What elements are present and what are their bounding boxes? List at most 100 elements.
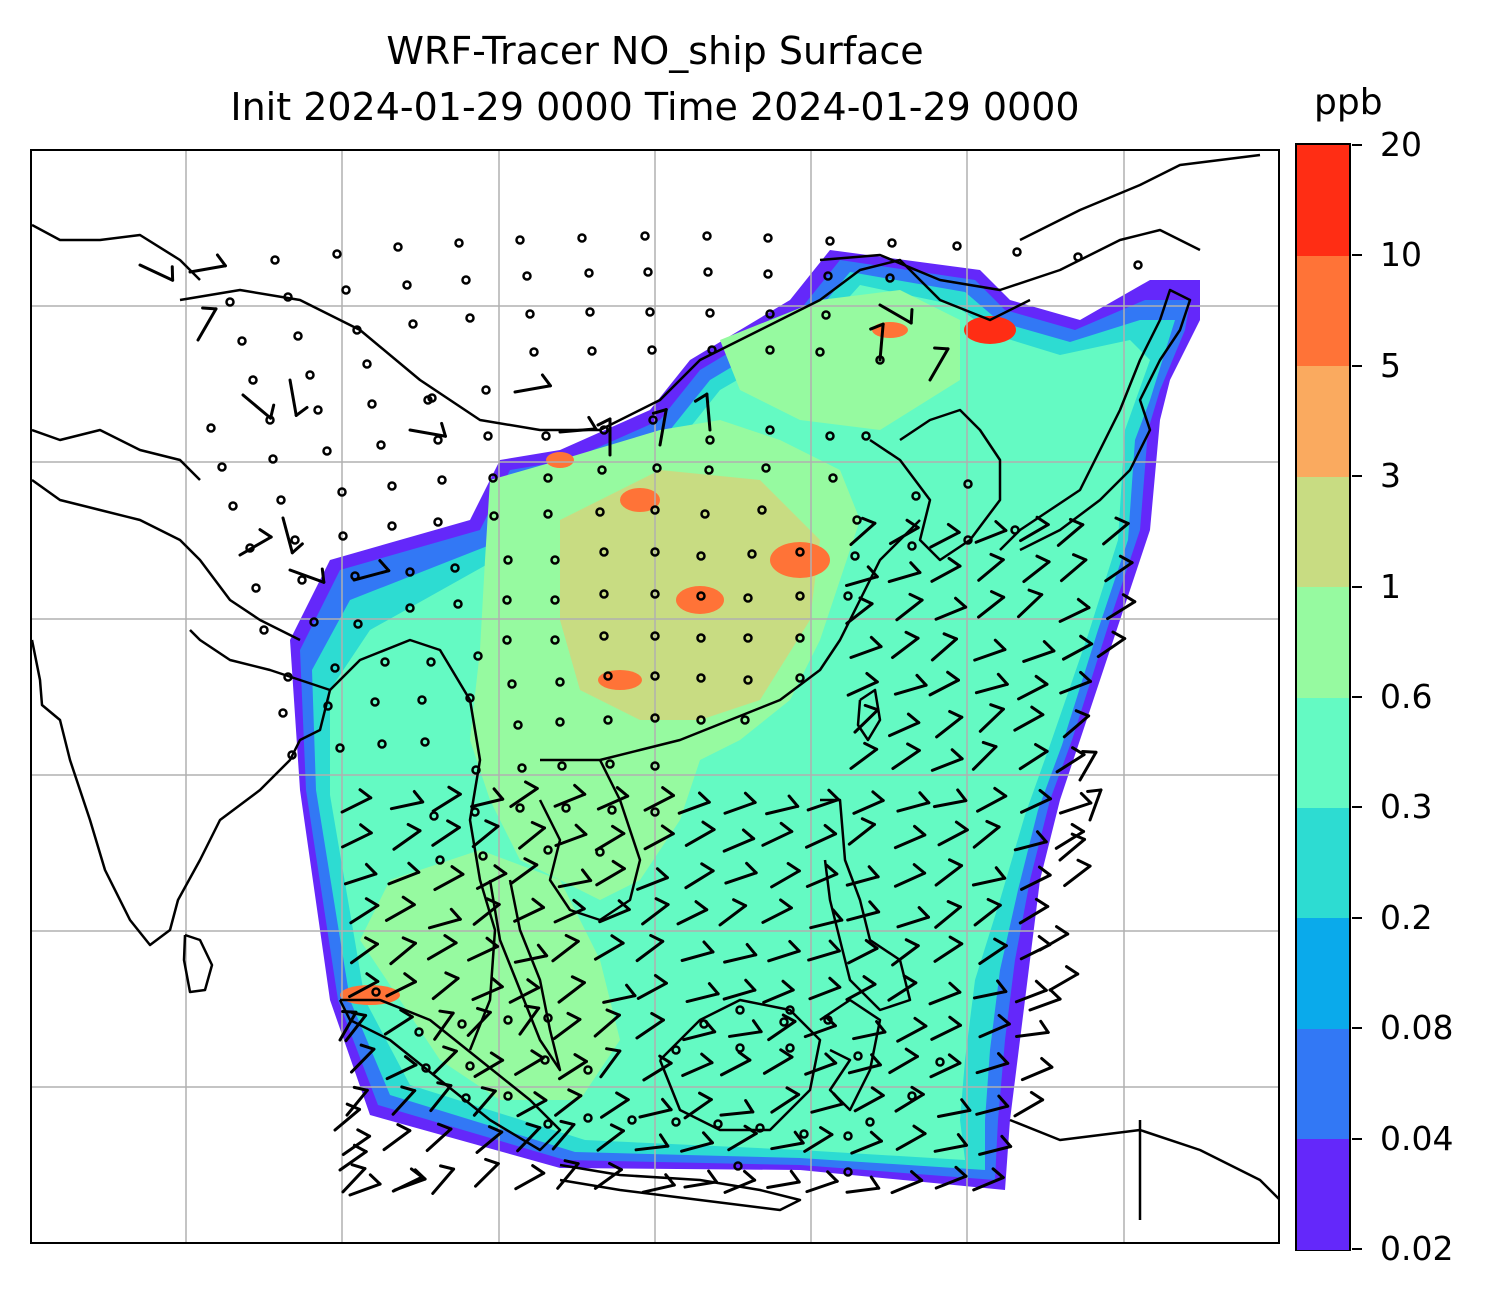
wind-calm-circle (543, 509, 553, 519)
wind-barb-flag (1037, 865, 1052, 877)
wind-barb-staff (878, 322, 885, 362)
wind-barb (972, 819, 1001, 849)
wind-barb-flag (1070, 832, 1087, 841)
wind-barb-staff (635, 939, 665, 963)
colorbar-tick-label: 0.2 (1380, 897, 1433, 937)
wind-barb (896, 791, 931, 813)
wind-barb-flag (368, 1173, 382, 1186)
wind-calm-circle (297, 575, 307, 585)
wind-barb (425, 1122, 453, 1152)
wind-barb-flag (649, 933, 665, 943)
wind-calm-circle (785, 1043, 795, 1053)
wind-calm-circle (650, 713, 660, 723)
wind-barb (852, 1020, 887, 1041)
colorbar-tick-label: 0.04 (1380, 1118, 1454, 1158)
wind-calm-circle (650, 631, 660, 641)
wind-barb (557, 868, 593, 889)
wind-barb-staff (1102, 521, 1130, 546)
wind-barb-flag (399, 1008, 414, 1019)
wind-barb-staff (976, 794, 1008, 813)
wind-calm-circle (248, 375, 258, 385)
field-hotspot (964, 316, 1016, 344)
wind-barb-flag (866, 565, 879, 579)
wind-barb-flag (698, 1091, 713, 1102)
wind-calm-circle (671, 1117, 681, 1127)
wind-barb (1096, 630, 1127, 659)
coastline (999, 288, 1192, 552)
wind-barb-flag (661, 786, 675, 798)
wind-calm-circle (825, 431, 835, 441)
wind-barb-staff (349, 904, 380, 925)
wind-barb (553, 783, 587, 808)
colorbar-tick (1352, 916, 1362, 919)
wind-calm-circle (470, 807, 480, 817)
wind-barb-staff (345, 1088, 369, 1117)
wind-calm-circle (465, 1061, 475, 1071)
wind-barb-staff (348, 1182, 382, 1197)
wind-barb-staff (1104, 561, 1134, 583)
wind-barb-flag (403, 1055, 418, 1067)
wind-barb-flag (1038, 788, 1053, 801)
wind-barb-flag (869, 1130, 883, 1143)
wind-barb (516, 1091, 548, 1118)
wind-barb-staff (937, 828, 969, 847)
wind-barb-staff (281, 516, 294, 555)
wind-barb (727, 1124, 758, 1152)
wind-barb-staff (767, 1019, 797, 1042)
wind-barb (973, 638, 1007, 662)
wind-calm-circle (433, 435, 443, 445)
wind-barb-flag (359, 823, 373, 835)
wind-barb (431, 971, 460, 1001)
wind-barb (808, 976, 842, 1001)
wind-barb-flag (732, 898, 748, 908)
wind-barb-flag (904, 630, 920, 640)
wind-barb-flag (779, 1048, 794, 1059)
wind-barb-flag (869, 322, 885, 331)
wind-barb-flag (290, 542, 304, 555)
wind-calm-circle (561, 803, 571, 813)
wind-barb-staff (934, 605, 968, 621)
wind-barb (804, 1052, 838, 1076)
wind-barb-flag (661, 1097, 673, 1112)
wind-barb-flag (858, 596, 874, 606)
coastline (179, 258, 1031, 432)
wind-barb (685, 982, 720, 1004)
wind-barb-staff (978, 1145, 1013, 1156)
wind-barb-staff (472, 902, 501, 926)
wind-barb (770, 861, 801, 889)
wind-barb-flag (1121, 593, 1137, 604)
wind-barb-flag (1076, 858, 1092, 868)
wind-calm-circle (645, 307, 655, 317)
wind-barb-staff (1106, 600, 1137, 621)
coastline (1019, 153, 1261, 242)
wind-barb-staff (727, 1131, 758, 1152)
wind-calm-circle (583, 1113, 593, 1123)
wind-calm-circle (815, 347, 825, 357)
wind-calm-circle (450, 563, 460, 573)
wind-barb (188, 253, 227, 274)
wind-barb (509, 780, 539, 809)
graticule (32, 151, 1278, 1242)
wind-barb-staff (978, 707, 1005, 733)
wind-barb-flag (704, 1020, 717, 1034)
wind-barb (809, 908, 844, 930)
wind-barb-flag (954, 596, 968, 609)
wind-barb-staff (509, 863, 539, 886)
wind-barb-flag (913, 824, 927, 837)
wind-barb-staff (1054, 830, 1086, 850)
wind-barb (847, 817, 876, 846)
wind-barb (766, 1169, 801, 1189)
colorbar-segment (1297, 1028, 1349, 1140)
wind-calm-circle (293, 331, 303, 341)
wind-barb (761, 821, 794, 847)
wind-barb-staff (433, 1011, 455, 1041)
wind-barb (933, 935, 964, 963)
colorbar-tick-label: 0.08 (1380, 1008, 1454, 1048)
field-hotspot (620, 488, 660, 512)
wind-calm-circle (733, 1161, 743, 1171)
wind-barb-staff (1013, 840, 1048, 852)
map-svg (32, 151, 1278, 1242)
wind-barb (341, 1163, 367, 1194)
wind-barb-flag (824, 1052, 838, 1065)
wind-barb (557, 975, 586, 1004)
